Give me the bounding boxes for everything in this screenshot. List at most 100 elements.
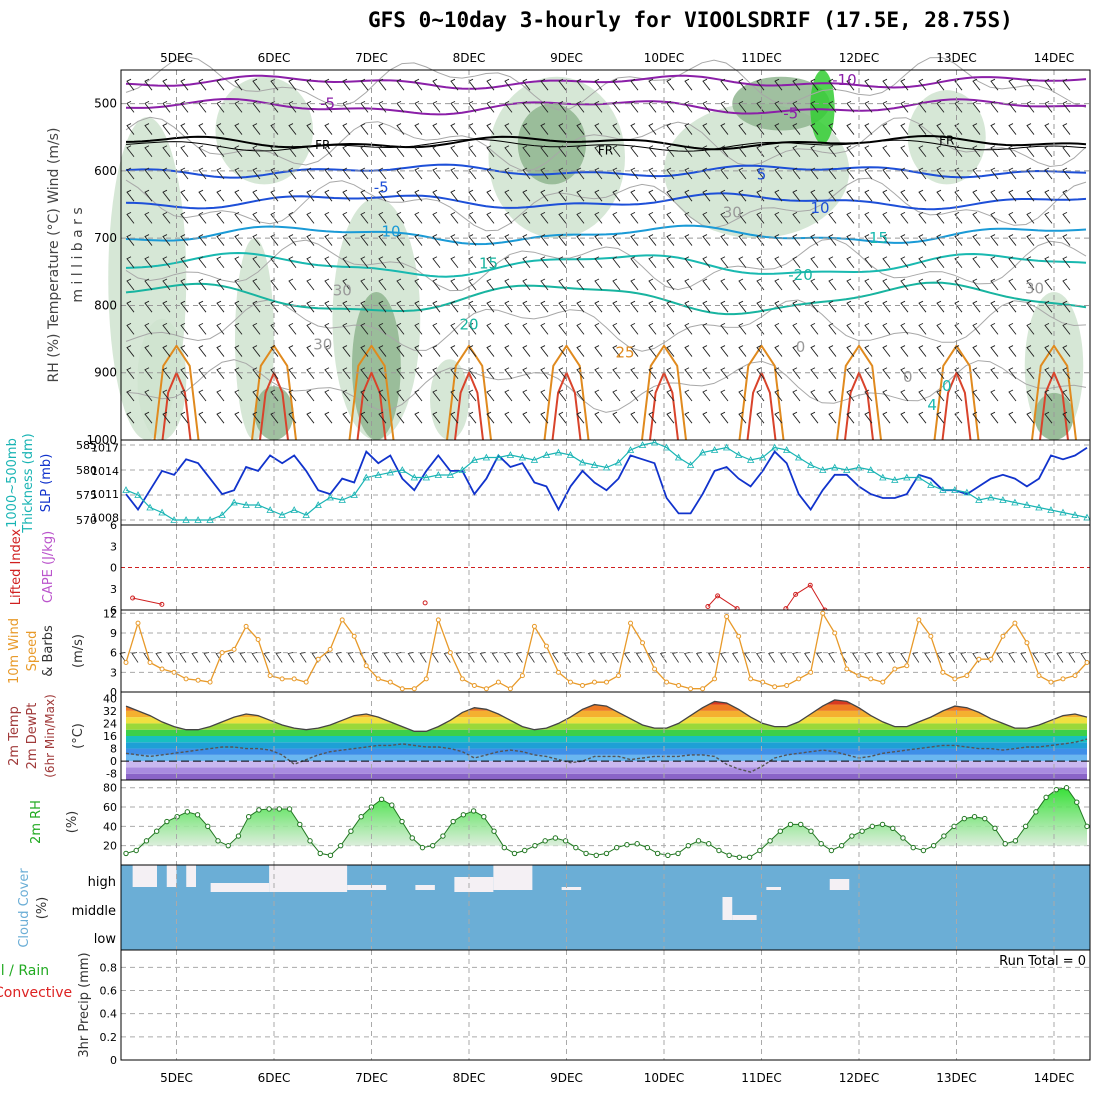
wind-barb (252, 78, 261, 91)
rh-area (126, 787, 1087, 846)
wind-barb (648, 211, 657, 224)
wind-barb (648, 300, 657, 313)
wind-barb (846, 145, 855, 158)
wind-barb (306, 189, 315, 202)
wind-speed-point (171, 669, 177, 675)
wind-barb (702, 367, 711, 380)
contour-label: -10 (832, 71, 857, 89)
x-tick-label-bottom: 14DEC (1034, 1071, 1074, 1085)
wind-barb (888, 652, 896, 663)
wind-barb (144, 123, 153, 135)
rh-contour-line (125, 56, 1087, 111)
wind-speed-point (688, 686, 694, 692)
wind-barb (144, 189, 153, 202)
wind-barb (191, 652, 199, 663)
y-tick-label: 40 (103, 692, 117, 705)
wind-barb (846, 300, 855, 313)
wind-barb (288, 411, 297, 424)
wind-barb (263, 652, 271, 663)
y-tick-label: 6 (110, 604, 117, 617)
wind-barb (684, 278, 693, 291)
wind-barb (378, 300, 387, 313)
rh-point (317, 850, 323, 857)
wind-barb (414, 367, 423, 380)
wind-barb (1044, 256, 1053, 269)
wind-barb (324, 167, 333, 180)
rh-point (399, 818, 405, 825)
wind-barb (432, 189, 441, 202)
thickness-point (999, 496, 1007, 503)
wind-barb (486, 100, 495, 113)
wind-speed-point (748, 676, 754, 682)
wind-barb (558, 411, 567, 424)
temperature-contour-line (125, 192, 1087, 211)
temp-ylabel-1: 2m Temp (7, 706, 22, 766)
temp-series-line (125, 699, 1088, 732)
temp-ylabel-4: (°C) (71, 723, 86, 749)
panel-background (121, 440, 1090, 525)
wind-speed-point (700, 686, 706, 692)
wind-barb (990, 345, 999, 357)
wind-barb (792, 167, 801, 180)
wind-speed-point (964, 673, 970, 679)
surface-temperature-contour (153, 343, 200, 441)
wind-barb (1026, 278, 1035, 291)
wind-speed-point (676, 682, 682, 688)
wind-barb (234, 211, 243, 224)
wind-barb (990, 278, 999, 291)
wind-barb (882, 100, 891, 113)
thickness-point (771, 443, 779, 451)
wind-barb (1008, 145, 1017, 158)
x-tick-label-top: 10DEC (644, 51, 684, 65)
wind-barb (612, 411, 621, 424)
rh-point (634, 841, 640, 847)
rh-point (736, 854, 743, 860)
rh-point (205, 823, 211, 830)
rh-point (378, 796, 385, 803)
wind-barb (882, 256, 891, 269)
wind-barb (479, 652, 487, 663)
temp-band (126, 767, 1087, 774)
wind-barb (864, 322, 873, 335)
wind-barb (864, 256, 873, 269)
wind-barb (846, 411, 855, 424)
wind-speed-point (519, 673, 525, 679)
wind-barb (378, 211, 387, 224)
rh-contour-line (125, 116, 1087, 171)
thickness-point (614, 458, 623, 466)
panel-10m-wind: 0 3 6 9 12 (103, 607, 1091, 699)
wind-barb (630, 78, 639, 91)
wind-barb (900, 145, 909, 158)
wind-barb (864, 123, 873, 135)
wind-barb (504, 367, 513, 380)
wind-speed-point (351, 633, 357, 639)
wind-barb (774, 389, 783, 402)
wind-barb (1008, 234, 1017, 246)
wind-barb (702, 189, 711, 202)
wind-barb (684, 211, 693, 224)
y-tick-label: 9 (110, 627, 117, 640)
rh-point (450, 818, 456, 825)
rh-point (859, 828, 865, 834)
wind-barb (810, 211, 819, 224)
wind-barb (756, 123, 765, 135)
wind-barb (306, 211, 315, 224)
wind-barb (828, 652, 836, 663)
thickness-point (434, 471, 442, 478)
wind-barb (306, 78, 315, 91)
panel-2m-rh: 20 40 60 80 (103, 779, 1091, 866)
wind-barb (719, 652, 727, 663)
wind-barb (252, 367, 261, 380)
rh-point (992, 825, 998, 831)
wind-barb (162, 167, 171, 180)
cloud-ylabel-1: Cloud Cover (17, 868, 32, 948)
wind-barb (396, 278, 405, 291)
wind-barb (504, 278, 513, 291)
contour-label: 20 (459, 315, 478, 333)
thickness-point (746, 456, 755, 463)
wind-barb (576, 234, 585, 246)
panel-cape-li: 6 3 0 3 6 (110, 519, 1091, 617)
thickness-point (1023, 501, 1031, 508)
slp-series-line (125, 446, 1088, 515)
x-tick-label-bottom: 13DEC (936, 1071, 976, 1085)
